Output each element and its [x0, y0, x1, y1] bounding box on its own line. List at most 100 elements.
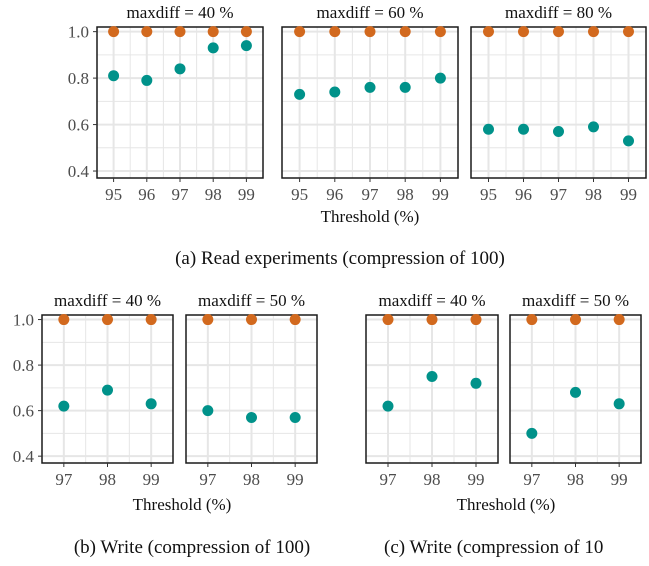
panel-title: maxdiff = 40 %	[54, 291, 161, 310]
x-tick-label: 97	[380, 470, 398, 489]
data-point	[399, 81, 411, 93]
x-tick-label: 99	[143, 470, 160, 489]
y-tick-label: 0.6	[68, 116, 89, 135]
panels-layer: maxdiff = 40 %95 96 97 98 990.40.60.81.0maxd…	[13, 3, 647, 489]
data-point	[145, 314, 157, 326]
data-point	[141, 26, 153, 38]
data-point	[289, 411, 301, 423]
data-point	[364, 26, 376, 38]
x-tick-label: 99	[238, 185, 255, 204]
panel-title: maxdiff = 50 %	[198, 291, 305, 310]
x-tick-label: 98	[567, 470, 584, 489]
data-point	[553, 26, 564, 38]
y-tick-label: 0.4	[68, 162, 90, 181]
y-tick-label: 0.8	[68, 69, 89, 88]
data-point	[518, 26, 529, 38]
data-point	[329, 26, 341, 38]
data-point	[202, 405, 214, 417]
x-tick-label: 98	[243, 470, 260, 489]
data-point	[526, 427, 538, 439]
panel-title: maxdiff = 80 %	[505, 3, 612, 22]
data-point	[294, 88, 306, 100]
data-point	[364, 81, 376, 93]
y-tick-label: 0.6	[13, 402, 34, 421]
x-tick-label: 98	[424, 470, 441, 489]
x-tick-label: 99	[432, 185, 449, 204]
x-tick-label: 98	[99, 470, 116, 489]
facet-panel-b-4: maxdiff = 40 % 97 98 99 0.4 0.6 0.8 1.0	[13, 291, 174, 489]
facet-panel-c-6: maxdiff = 40 % 97 98 99	[365, 291, 499, 489]
x-tick-label: 99	[620, 185, 637, 204]
x-tick-label: 97	[550, 185, 568, 204]
panel-title: maxdiff = 60 %	[316, 3, 423, 22]
data-point	[470, 377, 482, 389]
y-tick-label: 1.0	[13, 311, 34, 330]
x-tick-label: 95	[480, 185, 497, 204]
data-point	[207, 42, 219, 54]
x-tick-label: 97	[172, 185, 190, 204]
data-point	[470, 314, 482, 326]
x-tick-label: 96	[138, 185, 155, 204]
data-point	[382, 400, 394, 412]
data-point	[58, 314, 70, 326]
data-point	[623, 135, 634, 147]
x-tick-label: 96	[326, 185, 343, 204]
data-point	[434, 72, 446, 84]
x-tick-label: 96	[515, 185, 532, 204]
data-point	[141, 74, 153, 86]
facet-panel-a-1: maxdiff = 40 % 95 96 97 98 99 0.4 0.6 0.8 1.0	[68, 3, 264, 204]
data-point	[246, 314, 257, 326]
data-point	[240, 26, 252, 38]
x-tick-label: 99	[468, 470, 485, 489]
data-point	[613, 314, 625, 326]
x-axis-label-a: Threshold (%)	[321, 207, 420, 226]
data-point	[207, 26, 219, 38]
y-tick-label: 0.4	[13, 447, 35, 466]
data-point	[483, 26, 494, 38]
caption-b: (b) Write (compression of 100)	[74, 537, 310, 558]
x-tick-label: 95	[291, 185, 308, 204]
data-point	[58, 400, 70, 412]
data-point	[102, 314, 113, 326]
data-point	[329, 86, 341, 98]
y-tick-label: 0.8	[13, 356, 34, 375]
data-point	[426, 314, 438, 326]
x-axis-label-b: Threshold (%)	[133, 495, 232, 514]
data-point	[434, 26, 446, 38]
x-tick-label: 98	[205, 185, 222, 204]
data-point	[518, 123, 529, 135]
data-point	[553, 126, 564, 138]
data-point	[294, 26, 306, 38]
caption-a: (a) Read experiments (compression of 100…	[175, 248, 505, 269]
panel-title: maxdiff = 40 %	[378, 291, 485, 310]
data-point	[483, 123, 494, 135]
data-point	[399, 26, 411, 38]
x-tick-label: 95	[105, 185, 122, 204]
x-tick-label: 97	[362, 185, 380, 204]
data-point	[588, 26, 599, 38]
panel-title: maxdiff = 40 %	[126, 3, 233, 22]
caption-c: (c) Write (compression of 10	[384, 537, 603, 558]
x-tick-label: 99	[287, 470, 304, 489]
x-axis-label-c: Threshold (%)	[457, 495, 556, 514]
data-point	[570, 386, 581, 398]
data-point	[202, 314, 214, 326]
data-point	[570, 314, 581, 326]
data-point	[526, 314, 538, 326]
x-tick-label: 98	[397, 185, 414, 204]
data-point	[613, 398, 625, 410]
data-point	[108, 26, 120, 38]
x-tick-label: 99	[611, 470, 628, 489]
facet-panel-c-7: maxdiff = 50 % 97 98 99	[509, 291, 642, 489]
y-tick-label: 1.0	[68, 23, 89, 42]
x-tick-label: 97	[55, 470, 73, 489]
panel-title: maxdiff = 50 %	[522, 291, 629, 310]
data-point	[246, 411, 257, 423]
data-point	[382, 314, 394, 326]
data-point	[102, 384, 113, 396]
facet-panel-b-5: maxdiff = 50 % 97 98 99	[185, 291, 318, 489]
data-point	[289, 314, 301, 326]
facet-panel-a-2: maxdiff = 60 % 95 96 97 98 99	[281, 3, 459, 204]
data-point	[145, 398, 157, 410]
